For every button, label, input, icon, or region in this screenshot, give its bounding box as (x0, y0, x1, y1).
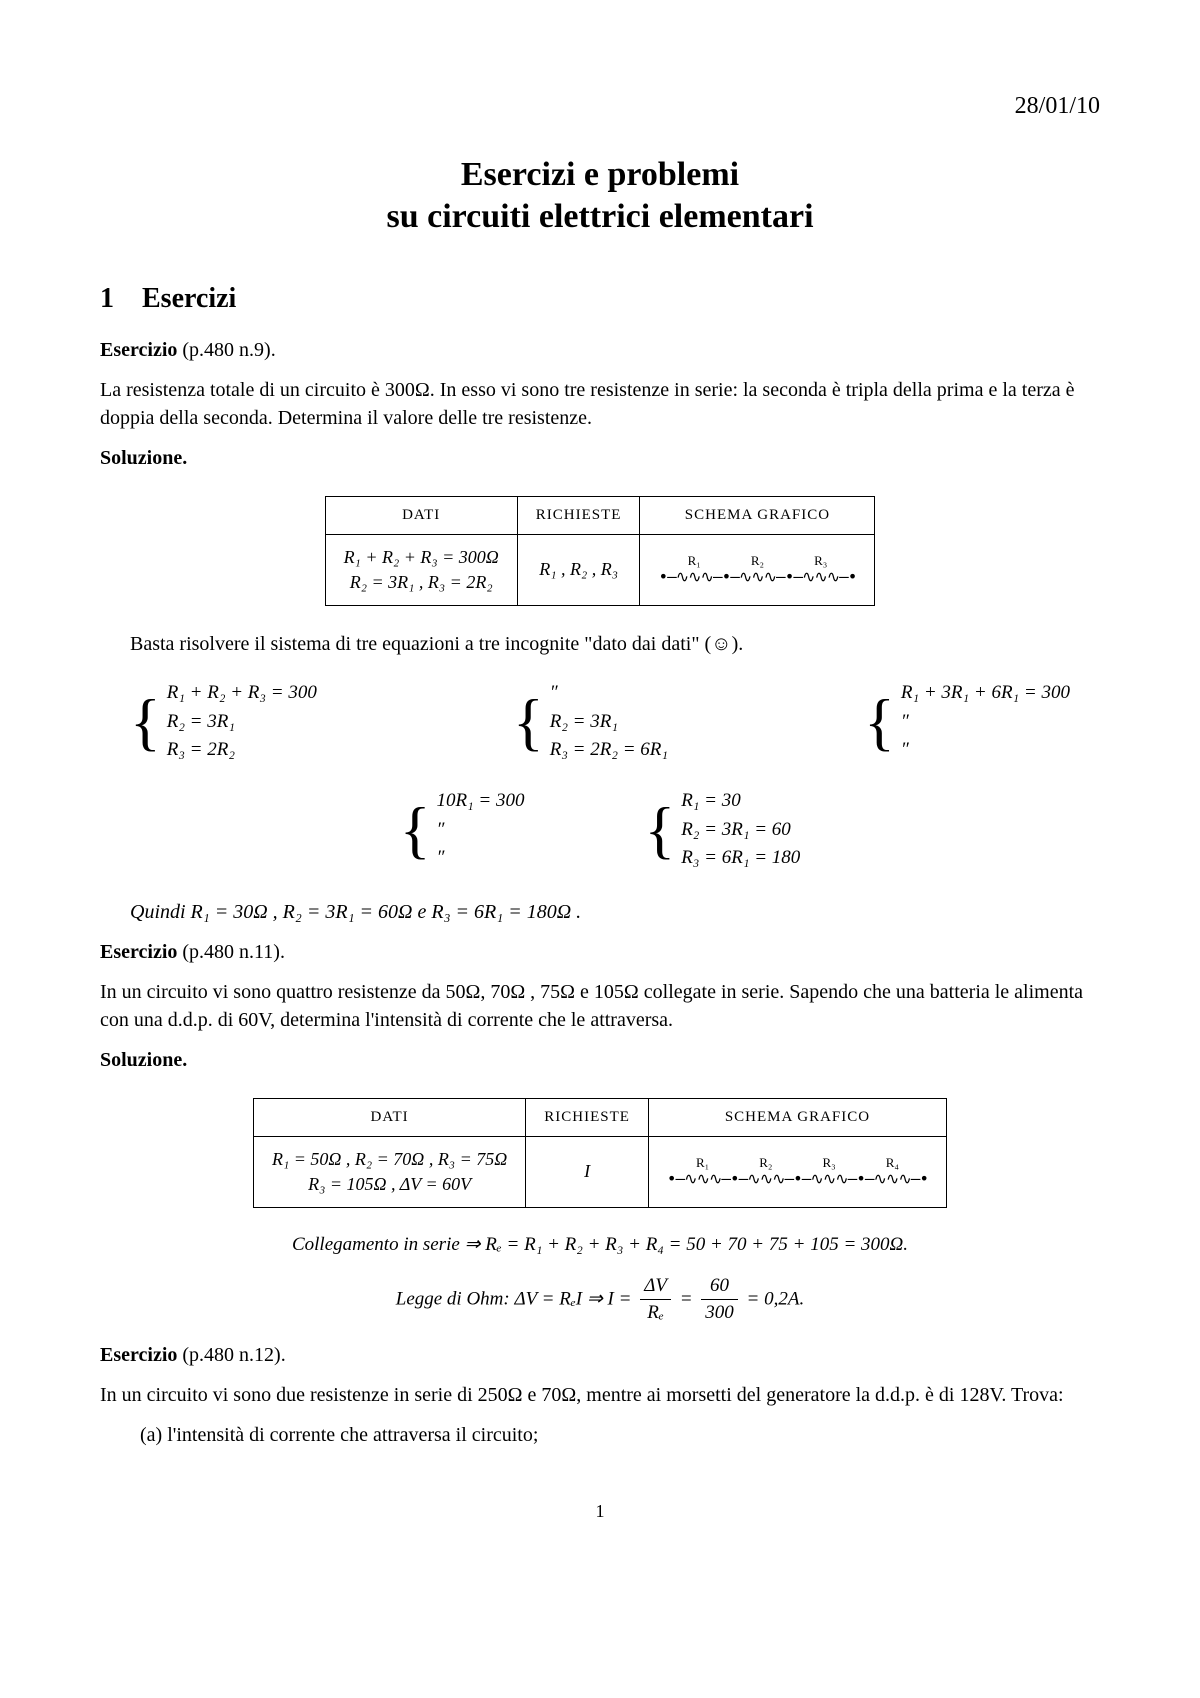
exercise-2-line1: Collegamento in serie ⇒ Rₑ = R₁ + R₂ + R… (100, 1232, 1100, 1259)
brace-icon: { (130, 696, 161, 747)
frac-num: 60 (701, 1273, 738, 1301)
equation-systems-row2: { 10R₁ = 300 ″ ″ { R₁ = 30 R₂ = 3R₁ = 60… (130, 786, 1070, 874)
frac-num: ΔV (640, 1273, 671, 1301)
table-header-row: DATI RICHIESTE SCHEMA GRAFICO (253, 1098, 946, 1136)
cell-richieste: R₁ , R₂ , R₃ (517, 534, 640, 605)
eq-line: R₂ = 3R₁ = 60 (681, 817, 800, 844)
label-r3: R₃ (799, 1156, 859, 1170)
eq-line: R₁ + 3R₁ + 6R₁ = 300 (901, 680, 1070, 707)
system-2: { ″ R₂ = 3R₁ R₃ = 2R₂ = 6R₁ (513, 678, 668, 766)
section-number: 1 (100, 283, 114, 314)
table-row: R₁ = 50Ω , R₂ = 70Ω , R₃ = 75Ω R₃ = 105Ω… (253, 1136, 946, 1207)
document-title: Esercizi e problemi su circuiti elettric… (100, 154, 1100, 239)
ohm-prefix: Legge di Ohm: ΔV = RₑI ⇒ I = (396, 1288, 636, 1309)
col-richieste: RICHIESTE (517, 496, 640, 534)
dati-line2: R₃ = 105Ω , ΔV = 60V (272, 1172, 507, 1197)
brace-icon: { (513, 696, 544, 747)
cell-dati: R₁ = 50Ω , R₂ = 70Ω , R₃ = 75Ω R₃ = 105Ω… (253, 1136, 525, 1207)
exercise-2-text: In un circuito vi sono quattro resistenz… (100, 978, 1100, 1034)
exercise-ref: (p.480 n.11). (182, 941, 285, 963)
exercise-label: Esercizio (100, 1344, 177, 1366)
page: 28/01/10 Esercizi e problemi su circuiti… (0, 0, 1200, 1584)
exercise-ref: (p.480 n.9). (182, 339, 275, 361)
exercise-label: Esercizio (100, 941, 177, 963)
eq-line: R₁ + R₂ + R₃ = 300 (167, 680, 317, 707)
col-schema: SCHEMA GRAFICO (640, 496, 875, 534)
resistor-wire-icon: •–∿∿∿–•–∿∿∿–•–∿∿∿–• (658, 568, 856, 586)
eq-line: R₁ = 30 (681, 788, 800, 815)
cell-schema: R₁ R₂ R₃ R₄ •–∿∿∿–•–∿∿∿–•–∿∿∿–•–∿∿∿–• (648, 1136, 946, 1207)
cell-richieste: I (526, 1136, 649, 1207)
exercise-2-ohm: Legge di Ohm: ΔV = RₑI ⇒ I = ΔV Rₑ = 60 … (100, 1273, 1100, 1327)
equals: = (680, 1288, 698, 1309)
system-3: { R₁ + 3R₁ + 6R₁ = 300 ″ ″ (864, 678, 1070, 766)
exercise-1-text: La resistenza totale di un circuito è 30… (100, 376, 1100, 432)
col-dati: DATI (325, 496, 517, 534)
solution-label: Soluzione. (100, 444, 1100, 472)
date: 28/01/10 (100, 90, 1100, 124)
solution-label: Soluzione. (100, 1046, 1100, 1074)
label-r2: R₂ (727, 554, 787, 568)
dati-line1: R₁ = 50Ω , R₂ = 70Ω , R₃ = 75Ω (272, 1147, 507, 1172)
exercise-1-conclusion: Quindi R₁ = 30Ω , R₂ = 3R₁ = 60Ω e R₃ = … (130, 898, 1100, 926)
eq-line: ″ (436, 817, 524, 844)
cell-dati: R₁ + R₂ + R₃ = 300Ω R₂ = 3R₁ , R₃ = 2R₂ (325, 534, 517, 605)
eq-line: ″ (901, 709, 1070, 736)
title-line1: Esercizi e problemi (461, 156, 739, 193)
table-header-row: DATI RICHIESTE SCHEMA GRAFICO (325, 496, 875, 534)
eq-line: R₃ = 2R₂ = 6R₁ (550, 737, 668, 764)
label-r3: R₃ (791, 554, 851, 568)
exercise-2-header: Esercizio (p.480 n.11). (100, 938, 1100, 966)
system-4: { 10R₁ = 300 ″ ″ (400, 786, 525, 874)
dati-line1: R₁ + R₂ + R₃ = 300Ω (344, 545, 499, 570)
exercise-label: Esercizio (100, 339, 177, 361)
resistor-wire-icon: •–∿∿∿–•–∿∿∿–•–∿∿∿–•–∿∿∿–• (667, 1170, 928, 1188)
label-r2: R₂ (736, 1156, 796, 1170)
page-number: 1 (100, 1499, 1100, 1524)
eq-line: ″ (436, 845, 524, 872)
schema-labels: R₁ R₂ R₃ R₄ (667, 1156, 928, 1170)
eq-line: ″ (901, 737, 1070, 764)
exercise-3-item-a: (a) l'intensità di corrente che attraver… (140, 1421, 1100, 1449)
exercise-3-text: In un circuito vi sono due resistenze in… (100, 1381, 1100, 1409)
col-richieste: RICHIESTE (526, 1098, 649, 1136)
section-heading: 1 Esercizi (100, 279, 1100, 318)
system-5: { R₁ = 30 R₂ = 3R₁ = 60 R₃ = 6R₁ = 180 (644, 786, 800, 874)
table-row: R₁ + R₂ + R₃ = 300Ω R₂ = 3R₁ , R₃ = 2R₂ … (325, 534, 875, 605)
exercise-1-header: Esercizio (p.480 n.9). (100, 336, 1100, 364)
system-1: { R₁ + R₂ + R₃ = 300 R₂ = 3R₁ R₃ = 2R₂ (130, 678, 317, 766)
ohm-suffix: = 0,2A. (747, 1288, 805, 1309)
schema-labels: R₁ R₂ R₃ (658, 554, 856, 568)
brace-icon: { (400, 804, 431, 855)
dati-line2: R₂ = 3R₁ , R₃ = 2R₂ (344, 570, 499, 595)
eq-line: 10R₁ = 300 (436, 788, 524, 815)
brace-icon: { (864, 696, 895, 747)
eq-line: ″ (550, 680, 668, 707)
fraction-2: 60 300 (701, 1273, 738, 1327)
exercise-1-note: Basta risolvere il sistema di tre equazi… (130, 630, 1100, 658)
col-schema: SCHEMA GRAFICO (648, 1098, 946, 1136)
label-r1: R₁ (664, 554, 724, 568)
label-r4: R₄ (862, 1156, 922, 1170)
label-r1: R₁ (673, 1156, 733, 1170)
title-line2: su circuiti elettrici elementari (386, 198, 813, 235)
eq-line: R₃ = 2R₂ (167, 737, 317, 764)
eq-line: R₃ = 6R₁ = 180 (681, 845, 800, 872)
exercise-2-table: DATI RICHIESTE SCHEMA GRAFICO R₁ = 50Ω ,… (253, 1098, 947, 1208)
eq-line: R₂ = 3R₁ (167, 709, 317, 736)
fraction-1: ΔV Rₑ (640, 1273, 671, 1327)
cell-schema: R₁ R₂ R₃ •–∿∿∿–•–∿∿∿–•–∿∿∿–• (640, 534, 875, 605)
section-title: Esercizi (142, 283, 236, 314)
frac-den: Rₑ (640, 1300, 671, 1327)
exercise-3-header: Esercizio (p.480 n.12). (100, 1341, 1100, 1369)
brace-icon: { (644, 804, 675, 855)
equation-systems-row1: { R₁ + R₂ + R₃ = 300 R₂ = 3R₁ R₃ = 2R₂ {… (130, 678, 1070, 766)
eq-line: R₂ = 3R₁ (550, 709, 668, 736)
frac-den: 300 (701, 1300, 738, 1327)
exercise-1-table: DATI RICHIESTE SCHEMA GRAFICO R₁ + R₂ + … (325, 496, 876, 606)
exercise-ref: (p.480 n.12). (182, 1344, 285, 1366)
col-dati: DATI (253, 1098, 525, 1136)
